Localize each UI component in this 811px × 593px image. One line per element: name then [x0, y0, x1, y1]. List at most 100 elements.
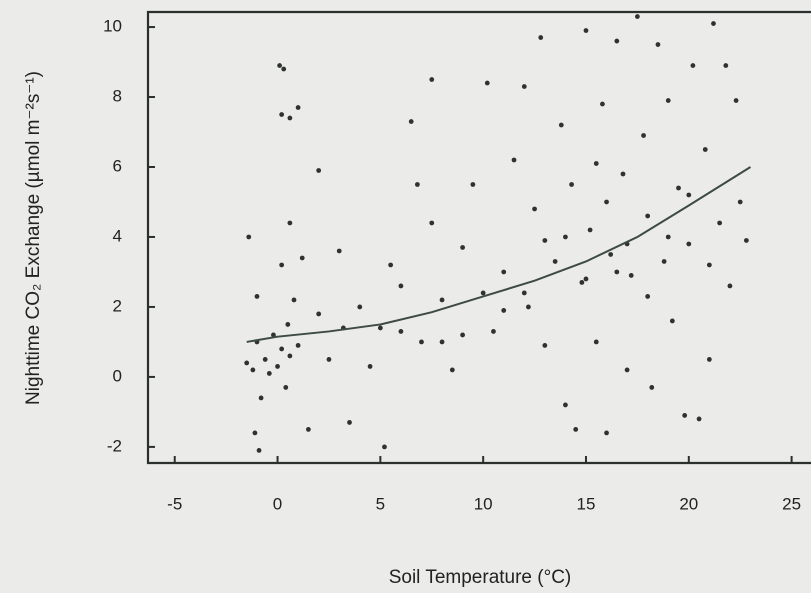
data-point: [398, 329, 404, 334]
data-point: [604, 199, 609, 205]
x-tick-label: 25: [782, 494, 801, 513]
data-point: [367, 364, 373, 369]
y-tick-label: 4: [113, 226, 122, 245]
data-point: [593, 161, 599, 166]
data-point: [634, 14, 640, 19]
x-tick-label: 15: [577, 494, 596, 513]
x-tick-label: 0: [273, 494, 282, 513]
x-axis-label: Soil Temperature (°C): [389, 567, 572, 588]
data-point: [614, 269, 620, 275]
data-point: [295, 343, 301, 348]
data-point: [429, 77, 435, 82]
data-point: [262, 357, 268, 362]
data-point: [283, 385, 289, 390]
y-tick-label: 0: [113, 366, 122, 385]
fit-curve: [246, 166, 752, 343]
data-point: [702, 147, 708, 152]
data-point: [593, 339, 599, 345]
y-tick-label: 8: [113, 87, 122, 106]
data-point: [347, 420, 352, 425]
data-point: [579, 280, 585, 285]
data-point: [737, 199, 743, 205]
data-point: [686, 241, 692, 247]
data-point: [246, 234, 252, 240]
data-point: [521, 84, 527, 89]
data-point: [258, 395, 264, 401]
data-point: [661, 259, 667, 264]
data-point: [299, 255, 305, 261]
data-point: [682, 413, 688, 418]
data-point: [686, 192, 692, 198]
data-point: [696, 416, 702, 422]
data-point: [641, 133, 646, 138]
data-point: [256, 448, 262, 453]
data-point: [295, 105, 301, 110]
data-point: [449, 367, 455, 373]
y-tick-label: 10: [103, 17, 122, 36]
x-tick-label: 10: [474, 494, 493, 513]
data-point: [665, 234, 671, 240]
data-point: [429, 220, 435, 226]
data-point: [305, 427, 311, 432]
data-point: [470, 182, 476, 187]
data-point: [388, 262, 394, 268]
data-point: [620, 171, 626, 177]
data-point: [244, 360, 250, 366]
data-point: [501, 308, 507, 313]
data-point: [414, 182, 420, 187]
data-point: [542, 343, 548, 348]
data-point: [491, 329, 496, 334]
data-point: [480, 290, 486, 296]
data-point: [604, 430, 609, 436]
y-tick-label: -2: [107, 436, 122, 455]
data-point: [583, 276, 589, 282]
data-point: [723, 63, 729, 68]
data-point: [316, 168, 322, 173]
data-point: [532, 206, 537, 212]
data-point: [706, 357, 712, 362]
data-point: [717, 220, 723, 226]
data-point: [326, 357, 332, 362]
data-point: [655, 42, 661, 47]
data-point: [398, 283, 404, 289]
data-point: [526, 304, 531, 310]
data-point: [250, 367, 256, 373]
data-point: [287, 115, 293, 121]
data-point: [316, 311, 322, 317]
data-point: [419, 339, 424, 345]
data-point: [285, 322, 291, 327]
data-point: [511, 157, 517, 163]
x-tick-label: 5: [376, 494, 385, 513]
data-point: [558, 122, 564, 128]
data-point: [706, 262, 712, 268]
data-point: [542, 238, 548, 243]
data-point: [569, 182, 574, 187]
data-point: [291, 297, 297, 303]
data-point: [271, 332, 276, 338]
data-point: [266, 371, 272, 376]
x-tick-label: 20: [679, 494, 698, 513]
data-point: [573, 427, 579, 432]
data-point: [552, 259, 558, 264]
data-point: [279, 112, 285, 117]
data-point: [538, 35, 544, 40]
data-point: [676, 185, 681, 191]
y-axis-label: Nighttime CO₂ Exchange (µmol m⁻²s⁻¹): [23, 71, 44, 405]
data-point: [628, 273, 634, 278]
data-point: [439, 339, 445, 345]
y-tick-label: 6: [113, 156, 122, 175]
data-point: [377, 325, 383, 331]
data-point: [614, 38, 620, 44]
data-point: [382, 444, 387, 450]
data-point: [563, 234, 568, 240]
data-point: [521, 290, 527, 296]
data-point: [669, 318, 675, 324]
data-point: [281, 66, 287, 72]
data-point: [439, 297, 445, 303]
data-point: [587, 227, 593, 233]
data-point: [460, 245, 466, 250]
x-tick-label: -5: [167, 494, 182, 513]
data-point: [252, 430, 258, 436]
